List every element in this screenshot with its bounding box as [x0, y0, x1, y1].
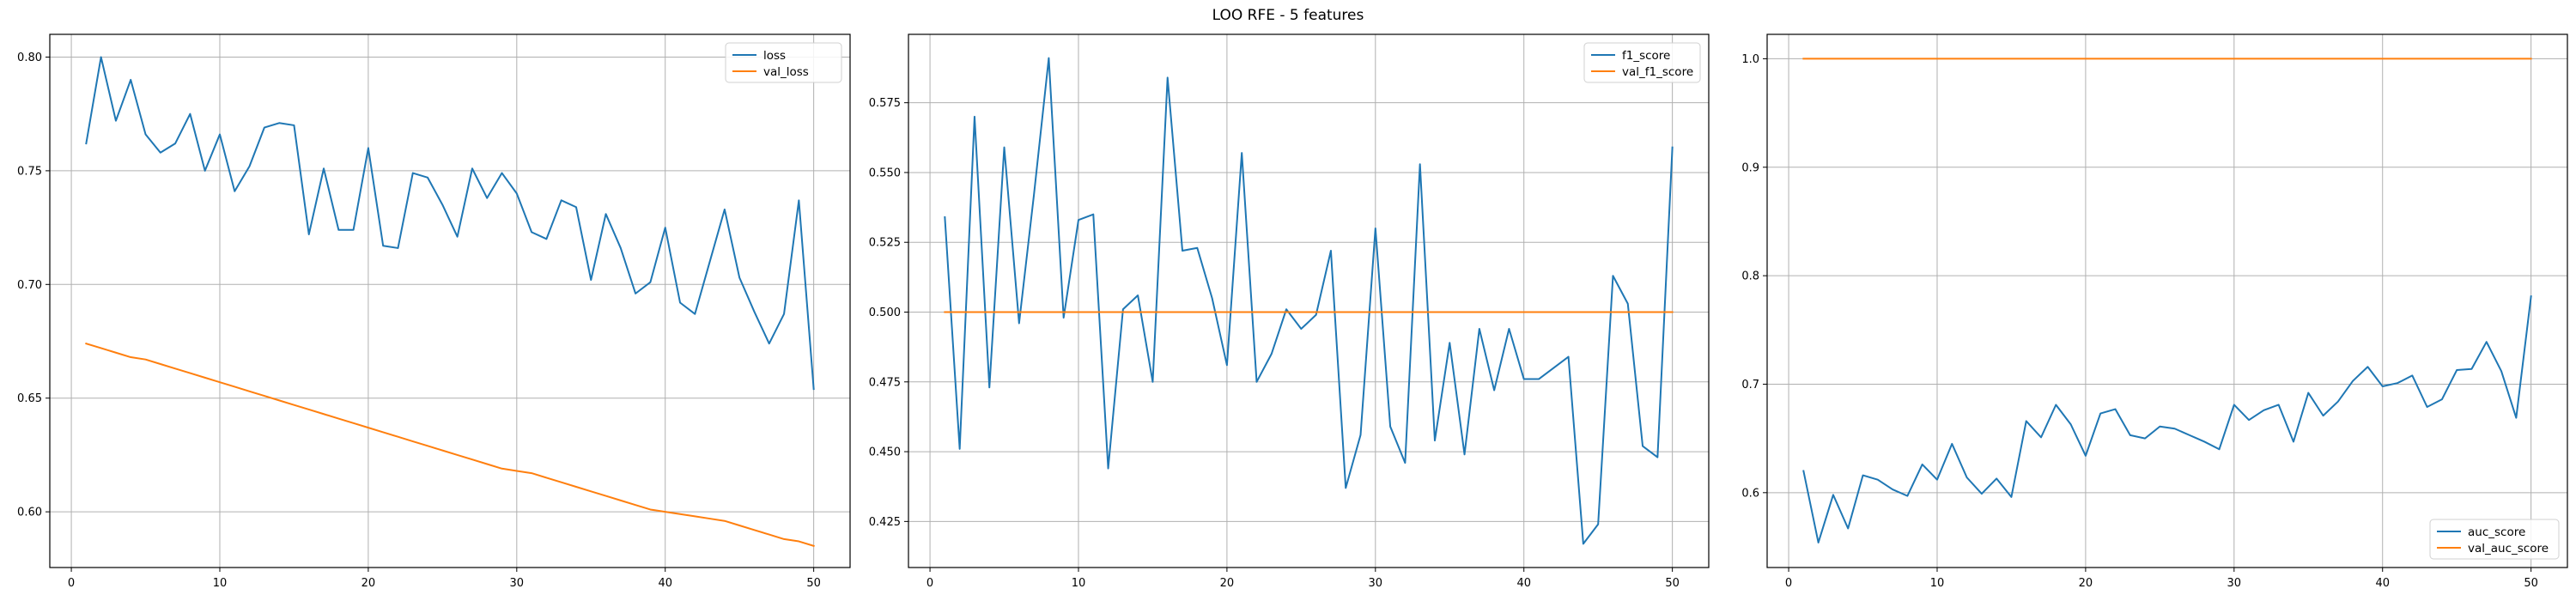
legend-label: auc_score	[2468, 525, 2525, 539]
y-tick-label: 0.70	[17, 279, 42, 292]
x-tick-label: 50	[2524, 577, 2538, 590]
x-tick-label: 20	[1220, 577, 1235, 590]
legend-label: val_f1_score	[1622, 65, 1693, 79]
x-tick-label: 30	[2227, 577, 2242, 590]
y-tick-label: 0.525	[869, 237, 901, 250]
x-tick-label: 20	[361, 577, 376, 590]
y-tick-label: 0.65	[17, 392, 42, 405]
y-tick-label: 0.450	[869, 446, 901, 459]
legend: auc_score val_auc_score	[2429, 519, 2560, 560]
axes-frame	[908, 33, 1710, 568]
x-tick-label: 10	[1072, 577, 1086, 590]
x-tick-label: 10	[1930, 577, 1945, 590]
legend-label: val_auc_score	[2468, 542, 2549, 555]
legend-box	[2429, 519, 2560, 560]
x-tick-label: 20	[2079, 577, 2093, 590]
series-line-val_loss	[85, 342, 815, 548]
y-tick-label: 0.475	[869, 376, 901, 389]
series-line-f1_score	[944, 57, 1674, 545]
y-tick-label: 0.500	[869, 307, 901, 319]
series-line-auc_score	[1802, 295, 2532, 543]
x-tick-label: 40	[1516, 577, 1531, 590]
y-tick-label: 0.60	[17, 507, 42, 519]
legend-box	[1583, 42, 1701, 83]
y-tick-label: 0.6	[1741, 487, 1759, 500]
subplot-1: 0 10 20 30 40 50 0.60 0.65 0.70 0.75 0.80 loss val_l…	[17, 33, 851, 590]
x-tick-label: 50	[1665, 577, 1680, 590]
y-tick-label: 0.575	[869, 97, 901, 110]
subplot-3: 0 10 20 30 40 50 0.6 0.7 0.8 0.9 1.0 auc_score val_a…	[1741, 33, 2568, 590]
x-tick-label: 50	[806, 577, 821, 590]
figure-title: LOO RFE - 5 features	[1212, 7, 1364, 24]
legend-label: loss	[763, 49, 786, 63]
legend: loss val_loss	[725, 42, 842, 83]
y-tick-label: 0.8	[1741, 270, 1759, 283]
legend-label: f1_score	[1622, 49, 1670, 63]
y-tick-label: 1.0	[1741, 53, 1759, 66]
legend-box	[725, 42, 842, 83]
x-tick-label: 40	[658, 577, 672, 590]
x-tick-label: 0	[1785, 577, 1792, 590]
x-tick-label: 30	[1369, 577, 1383, 590]
series-line-loss	[85, 56, 815, 391]
legend-label: val_loss	[763, 65, 809, 79]
y-tick-label: 0.75	[17, 165, 42, 178]
y-tick-label: 0.425	[869, 516, 901, 529]
subplot-2: 0 10 20 30 40 50 0.425 0.450 0.475 0.500 0.525 0.55…	[869, 33, 1710, 590]
axes-frame	[49, 33, 851, 568]
x-tick-label: 10	[213, 577, 228, 590]
y-tick-label: 0.550	[869, 167, 901, 179]
x-tick-label: 30	[510, 577, 525, 590]
y-tick-label: 0.9	[1741, 161, 1759, 174]
x-tick-label: 40	[2375, 577, 2390, 590]
y-tick-label: 0.7	[1741, 379, 1759, 392]
x-tick-label: 0	[68, 577, 75, 590]
axes-frame	[1766, 33, 2568, 568]
legend: f1_score val_f1_score	[1583, 42, 1701, 83]
x-tick-label: 0	[927, 577, 933, 590]
y-tick-label: 0.80	[17, 52, 42, 64]
